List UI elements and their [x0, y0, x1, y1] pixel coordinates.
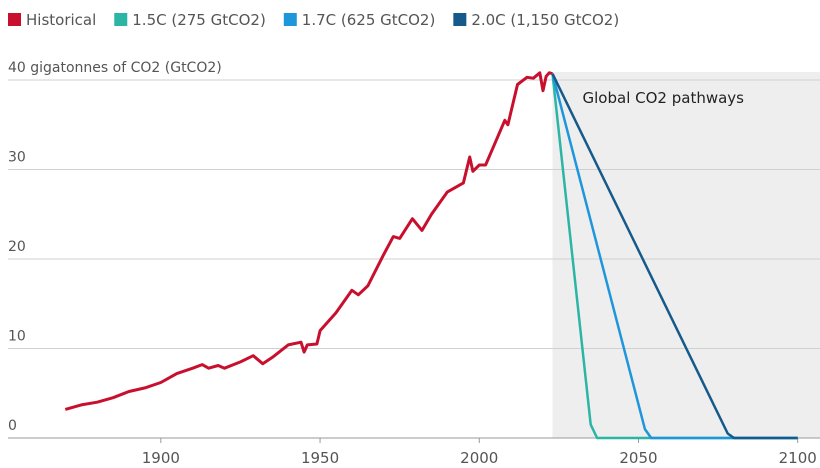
legend-swatch — [283, 13, 297, 26]
projection-region — [552, 72, 820, 438]
x-tick-label: 2100 — [779, 449, 817, 467]
series-line — [551, 73, 798, 440]
line-layer — [64, 71, 798, 440]
series-line — [551, 73, 798, 440]
x-tick-label: 1900 — [142, 449, 180, 467]
legend-label: Historical — [26, 11, 96, 29]
x-tick-label: 1950 — [301, 449, 339, 467]
legend-label: 1.5C (275 GtCO2) — [132, 11, 266, 29]
y-tick-label: 30 — [8, 150, 26, 166]
y-tick-label: 40 gigatonnes of CO2 (GtCO2) — [8, 60, 222, 76]
legend-swatch — [453, 13, 467, 26]
y-tick-label: 20 — [8, 239, 26, 255]
series-line — [64, 71, 553, 411]
x-tick-label: 2000 — [460, 449, 498, 467]
y-tick-label: 0 — [8, 418, 17, 434]
annotation: Global CO2 pathways — [583, 89, 745, 107]
shade-layer — [552, 72, 820, 438]
legend-label: 2.0C (1,150 GtCO2) — [471, 11, 619, 29]
y-tick-label: 10 — [8, 329, 26, 345]
legend-swatch — [8, 13, 21, 26]
text-layer: Global CO2 pathways 0 10 20 30 40 gigatonnes … — [8, 11, 817, 467]
x-tick-label: 2050 — [619, 449, 657, 467]
legend-swatch — [114, 13, 128, 26]
legend-label: 1.7C (625 GtCO2) — [302, 11, 436, 29]
